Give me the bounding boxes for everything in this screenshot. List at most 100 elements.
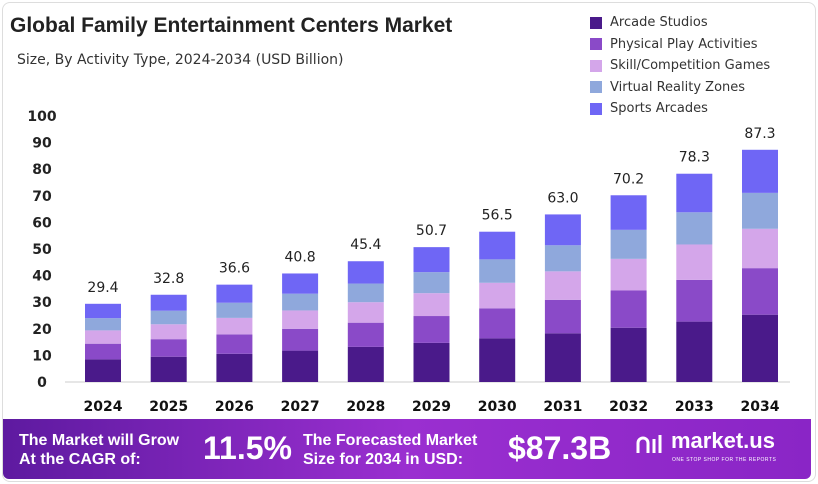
bar-total-label: 87.3 [744, 126, 775, 142]
bar-segment-virtual-reality-zones [742, 192, 778, 229]
y-tick-label: 40 [32, 269, 52, 285]
x-tick-label: 2029 [412, 399, 451, 415]
bar-total-label: 45.4 [350, 237, 381, 253]
bar-segment-physical-play-activities [150, 339, 187, 357]
bar-segment-physical-play-activities [347, 322, 384, 347]
bar-segment-skill-competition-games [610, 258, 647, 291]
bar-segment-arcade-studios [610, 327, 647, 382]
chart-subtitle: Size, By Activity Type, 2024-2034 (USD B… [17, 52, 344, 68]
x-tick-label: 2027 [281, 399, 320, 415]
bar-total-label: 40.8 [285, 249, 316, 265]
x-tick-label: 2032 [609, 399, 648, 415]
bar-segment-skill-competition-games [544, 271, 581, 300]
forecast-label-line2: Size for 2034 in USD: [303, 451, 464, 468]
x-tick-label: 2024 [84, 399, 123, 415]
bar-segment-sports-arcades [216, 284, 253, 303]
cagr-value: 11.5% [203, 430, 292, 466]
brand-tagline: ONE STOP SHOP FOR THE REPORTS [672, 457, 777, 463]
x-tick-label: 2033 [675, 399, 714, 415]
bar-segment-skill-competition-games [742, 228, 778, 269]
cagr-label: The Market will Grow At the CAGR of: [19, 431, 179, 469]
bar-segment-physical-play-activities [216, 334, 253, 354]
forecast-label: The Forecasted Market Size for 2034 in US… [303, 431, 477, 469]
bar-segment-physical-play-activities [85, 343, 121, 360]
bar-segment-physical-play-activities [610, 290, 647, 328]
bar-segment-arcade-studios [216, 353, 253, 382]
bar-segment-arcade-studios [544, 333, 581, 382]
bar-segment-virtual-reality-zones [413, 272, 450, 294]
bar-segment-arcade-studios [150, 356, 187, 382]
bar-total-label: 56.5 [482, 208, 513, 224]
legend-label: Virtual Reality Zones [610, 79, 746, 95]
bar-segment-virtual-reality-zones [347, 283, 384, 303]
bar-segment-virtual-reality-zones [544, 245, 581, 272]
y-tick-label: 10 [32, 348, 52, 364]
bar-segment-skill-competition-games [413, 293, 450, 317]
legend-item: Skill/Competition Games [590, 55, 770, 77]
bar-segment-sports-arcades [742, 149, 778, 193]
bar-segment-virtual-reality-zones [610, 229, 647, 259]
bar-segment-virtual-reality-zones [282, 293, 319, 311]
bar-segment-skill-competition-games [150, 324, 187, 340]
bar-segment-arcade-studios [85, 359, 121, 382]
logo-mark-icon [636, 435, 662, 453]
legend-swatch [590, 102, 602, 115]
bar-segment-sports-arcades [282, 273, 319, 294]
x-tick-label: 2026 [215, 399, 254, 415]
bar-total-label: 63.0 [547, 190, 578, 206]
footer-banner: The Market will Grow At the CAGR of: 11.5… [3, 419, 811, 479]
x-tick-label: 2034 [741, 399, 780, 415]
bar-segment-sports-arcades [544, 214, 581, 246]
bar-total-label: 78.3 [679, 150, 710, 166]
bar-segment-skill-competition-games [85, 330, 121, 344]
cagr-label-line2: At the CAGR of: [19, 451, 141, 468]
legend-swatch [590, 16, 602, 29]
bar-segment-skill-competition-games [479, 282, 516, 309]
y-tick-label: 20 [32, 322, 52, 338]
legend-label: Arcade Studios [610, 15, 708, 31]
bar-segment-sports-arcades [479, 231, 516, 260]
bar-total-label: 32.8 [153, 271, 184, 287]
legend-swatch [590, 81, 602, 94]
x-tick-label: 2030 [478, 399, 517, 415]
y-tick-label: 90 [32, 136, 52, 152]
bar-segment-physical-play-activities [676, 279, 713, 322]
bar-segment-sports-arcades [676, 173, 713, 213]
y-tick-label: 0 [37, 375, 47, 391]
bar-total-label: 70.2 [613, 171, 644, 187]
bar-segment-arcade-studios [282, 350, 319, 382]
y-tick-label: 60 [32, 215, 52, 231]
y-tick-label: 100 [27, 109, 56, 125]
bar-segment-sports-arcades [610, 195, 647, 230]
bar-segment-arcade-studios [676, 321, 713, 382]
bar-segment-skill-competition-games [347, 302, 384, 323]
bar-segment-skill-competition-games [282, 310, 319, 329]
y-tick-label: 80 [32, 162, 52, 178]
cagr-label-line1: The Market will Grow [19, 432, 180, 449]
bar-segment-sports-arcades [347, 261, 384, 284]
bar-segment-virtual-reality-zones [479, 259, 516, 283]
bar-total-label: 36.6 [219, 261, 250, 277]
bar-segment-arcade-studios [347, 346, 384, 382]
brand-name: market.us [671, 428, 775, 453]
bar-segment-physical-play-activities [544, 299, 581, 334]
bar-segment-sports-arcades [413, 247, 450, 273]
bar-total-label: 50.7 [416, 223, 447, 239]
x-tick-label: 2031 [543, 399, 582, 415]
bar-segment-virtual-reality-zones [216, 302, 253, 318]
bar-segment-arcade-studios [742, 314, 778, 382]
legend-swatch [590, 59, 602, 72]
legend-swatch [590, 38, 602, 51]
y-tick-label: 30 [32, 295, 52, 311]
x-tick-label: 2025 [149, 399, 188, 415]
bar-segment-skill-competition-games [216, 317, 253, 335]
chart-title: Global Family Entertainment Centers Mark… [10, 14, 453, 37]
forecast-label-line1: The Forecasted Market [303, 432, 478, 449]
legend: Arcade Studios Physical Play Activities Sk… [590, 12, 770, 120]
bar-segment-sports-arcades [85, 303, 121, 319]
legend-item: Arcade Studios [590, 12, 770, 34]
market-us-logo: market.us ONE STOP SHOP FOR THE REPORTS [635, 427, 805, 473]
forecast-value: $87.3B [508, 430, 612, 466]
bar-segment-physical-play-activities [479, 308, 516, 339]
